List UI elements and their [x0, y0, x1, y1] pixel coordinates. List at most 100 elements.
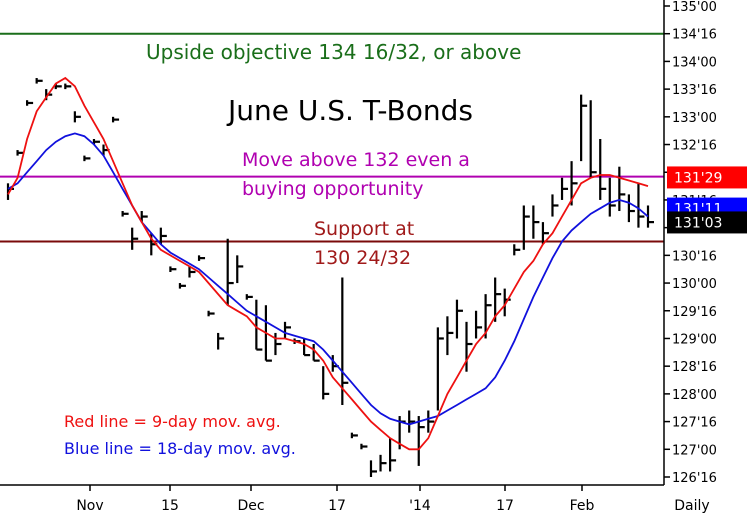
price-bar [236, 255, 244, 284]
price-bar [513, 244, 521, 256]
price-bar [54, 83, 62, 90]
price-bar [551, 194, 559, 217]
price-bar [26, 100, 34, 106]
y-tick-label: 133'00 [672, 111, 717, 126]
y-tick-label: 130'16 [672, 249, 717, 264]
price-bar [646, 205, 654, 228]
price-bar [618, 166, 626, 212]
price-bar [637, 183, 645, 228]
price-badge: 131'29 [667, 166, 747, 189]
price-bar [350, 432, 358, 439]
y-tick-label: 129'16 [672, 305, 717, 320]
price-badge-bg [667, 211, 747, 234]
price-bar [92, 138, 100, 145]
price-bar [121, 211, 129, 217]
price-badge-label: 131'03 [674, 215, 722, 231]
y-tick-label: 135'00 [672, 0, 717, 15]
price-bar [436, 327, 444, 411]
price-bar [73, 111, 81, 123]
price-bar [245, 294, 253, 300]
y-tick-label: 130'00 [672, 277, 717, 292]
price-bar [408, 410, 416, 433]
price-badge-label: 131'29 [674, 170, 722, 186]
price-bar [580, 94, 588, 162]
price-bar [188, 266, 196, 278]
blue-line-legend: Blue line = 18-day mov. avg. [64, 439, 296, 458]
price-bar [283, 321, 292, 339]
price-bar [159, 227, 167, 245]
price-bar [197, 255, 206, 261]
move-annotation-line1: Move above 132 even a [242, 149, 470, 171]
price-bar [494, 277, 502, 322]
price-bar [111, 116, 120, 123]
price-bar [140, 211, 148, 223]
price-bar [322, 366, 330, 400]
price-bar [455, 299, 463, 339]
y-tick-label: 128'00 [672, 388, 717, 403]
chart-title: June U.S. T-Bonds [228, 94, 473, 127]
price-bar [217, 332, 225, 350]
x-tick-label: 15 [161, 498, 179, 514]
price-bar [274, 332, 282, 356]
axes [0, 0, 665, 486]
y-tick-label: 128'16 [672, 360, 717, 375]
x-tick-label: Daily [674, 498, 709, 514]
x-tick-label: 17 [496, 498, 514, 514]
price-bar [541, 222, 549, 245]
price-bar [560, 177, 569, 200]
ma9-line [7, 76, 649, 451]
price-bar [599, 138, 607, 200]
price-bar [465, 321, 473, 372]
price-bar [388, 438, 397, 472]
y-tick-label: 126'16 [672, 471, 717, 486]
x-tick-label: 17 [328, 498, 346, 514]
price-bar [522, 205, 530, 250]
price-bar [627, 194, 635, 223]
x-tick-label: '14 [409, 498, 431, 514]
price-bar [427, 410, 435, 433]
ma18-line [7, 132, 649, 426]
price-bar [255, 299, 263, 351]
y-tick-label: 127'00 [672, 443, 717, 458]
red-line-legend: Red line = 9-day mov. avg. [64, 412, 281, 431]
move-annotation-line2: buying opportunity [242, 178, 424, 200]
price-bar [312, 344, 320, 362]
support-annotation-line2: 130 24/32 [314, 247, 412, 269]
moving-average-lines [7, 76, 649, 451]
price-bar [64, 83, 72, 90]
price-bar [35, 78, 43, 84]
price-bar [16, 150, 24, 156]
price-bar [369, 460, 377, 477]
price-bar [341, 277, 349, 405]
horizontal-reference-lines [0, 32, 664, 243]
price-bar [608, 177, 616, 217]
price-bar [178, 283, 186, 289]
x-tick-label: Dec [237, 498, 264, 514]
price-bar [379, 454, 387, 472]
price-badge: 131'03 [667, 211, 747, 234]
x-axis-ticks: Nov 15 Dec 17 '14 17 Feb Daily [76, 485, 710, 514]
price-bar [417, 416, 425, 466]
price-bar [303, 338, 311, 357]
price-bar [532, 205, 540, 239]
y-tick-label: 133'16 [672, 83, 717, 98]
price-bar [169, 266, 177, 272]
price-bar [360, 443, 368, 450]
price-bar [207, 310, 215, 317]
price-bars [6, 78, 654, 477]
y-tick-label: 132'16 [672, 139, 717, 154]
y-tick-label: 134'16 [672, 28, 717, 43]
price-bar [446, 316, 454, 356]
y-tick-label: 134'00 [672, 55, 717, 70]
support-annotation-line1: Support at [314, 218, 415, 240]
x-tick-label: Feb [570, 498, 595, 514]
price-bar [83, 155, 91, 162]
objective-annotation: Upside objective 134 16/32, or above [146, 40, 522, 64]
price-bar [589, 100, 597, 178]
price-badge-bg [667, 166, 747, 189]
x-tick-label: Nov [76, 498, 103, 514]
price-bar [570, 161, 578, 206]
price-bar [474, 310, 483, 339]
